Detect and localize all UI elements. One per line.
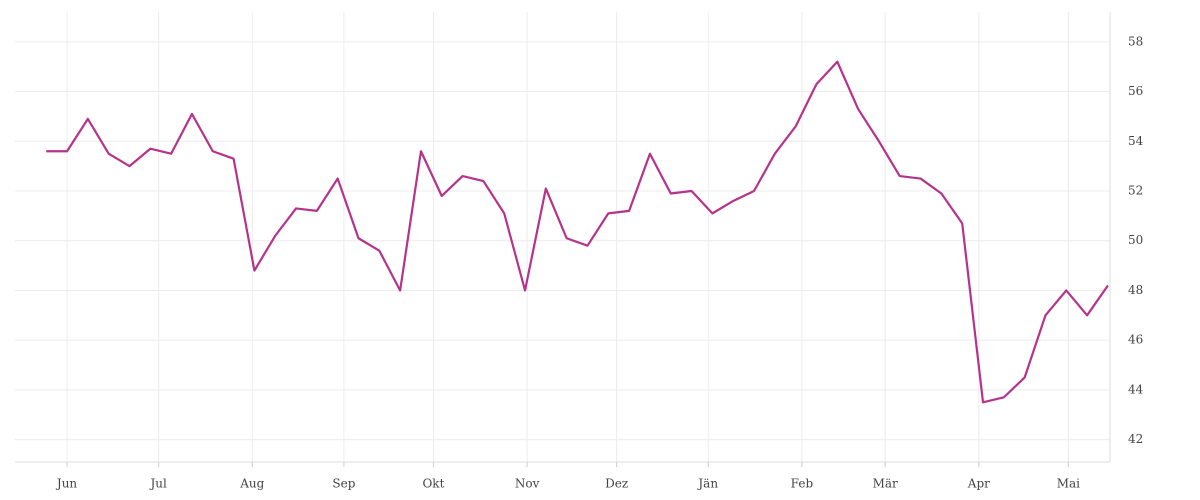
line-series (46, 60, 1109, 404)
y-tick-label: 56 (1128, 84, 1143, 98)
x-tick-label: Mär (873, 477, 898, 491)
x-tick-label: Nov (515, 477, 540, 491)
y-tick-label: 46 (1128, 333, 1143, 347)
y-tick-label: 52 (1128, 184, 1143, 198)
x-tick-label: Mai (1057, 477, 1080, 491)
y-tick-label: 48 (1128, 283, 1143, 297)
x-tick-label: Dez (605, 477, 628, 491)
x-tick-label: Jun (55, 477, 78, 491)
y-tick-label: 54 (1128, 134, 1144, 148)
x-tick-label: Apr (967, 477, 990, 491)
x-tick-label: Okt (422, 477, 444, 491)
y-tick-label: 42 (1128, 432, 1143, 446)
y-tick-label: 58 (1128, 34, 1143, 48)
x-tick-label: Feb (791, 477, 814, 491)
y-tick-label: 50 (1128, 233, 1143, 247)
x-tick-label: Aug (239, 477, 264, 491)
x-tick-label: Jul (148, 477, 167, 491)
y-tick-label: 44 (1128, 382, 1144, 396)
x-tick-label: Sep (332, 477, 355, 491)
x-tick-label: Jän (696, 477, 718, 491)
